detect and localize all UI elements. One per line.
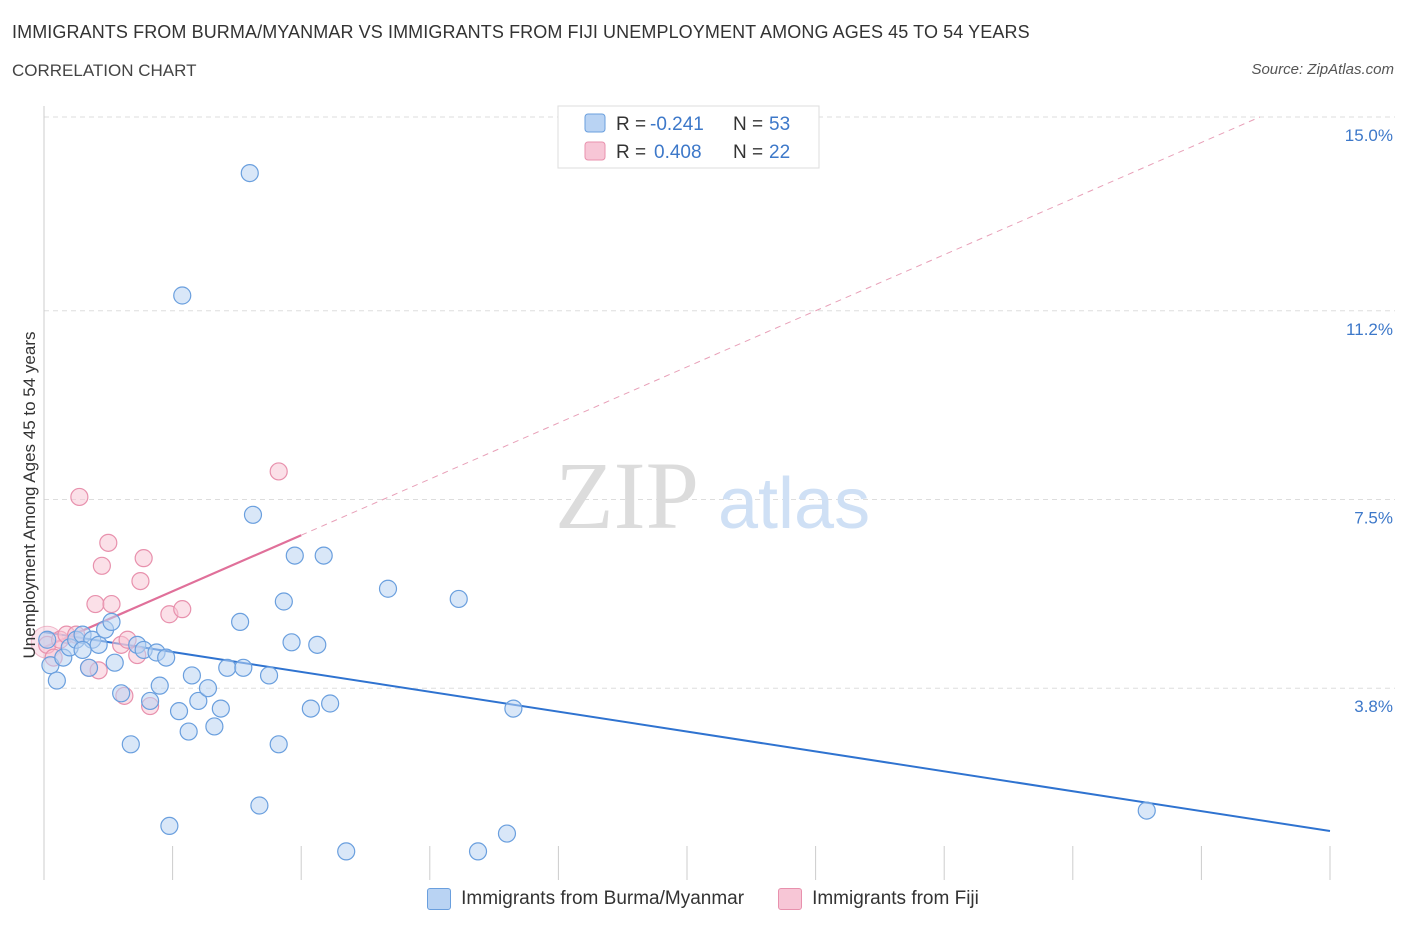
legend-swatch (778, 888, 803, 910)
data-point-burma (243, 505, 263, 524)
data-point-burma (259, 666, 279, 685)
legend-n-label-fiji: N = (733, 142, 763, 163)
data-point-fiji (86, 594, 105, 614)
data-point-burma (497, 824, 517, 843)
legend-n-value-fiji: 22 (769, 142, 790, 163)
data-point-fiji (131, 571, 150, 591)
data-point-burma (282, 633, 301, 652)
series-legend: Immigrants from Burma/Myanmar Immigrants… (0, 888, 1406, 910)
legend-n-label-burma: N = (733, 114, 763, 135)
chart-title: IMMIGRANTS FROM BURMA/MYANMAR VS IMMIGRA… (12, 22, 1030, 42)
data-point-burma (189, 691, 208, 711)
data-point-burma (121, 735, 140, 754)
data-point-burma (274, 592, 293, 611)
trendline-burma (43, 631, 1331, 832)
data-point-fiji (269, 462, 288, 481)
data-point-burma (504, 699, 523, 718)
data-point-burma (1137, 801, 1156, 820)
data-point-burma (182, 666, 201, 685)
legend-n-value-burma: 53 (769, 114, 790, 135)
data-point-fiji (99, 533, 118, 552)
tick-labels: 15.0%11.2%7.5%3.8%0.0%20.0% (1345, 126, 1393, 716)
data-point-burma (73, 640, 92, 660)
data-point-burma (102, 612, 121, 632)
data-point-burma (468, 842, 488, 861)
watermark: ZIP atlas (555, 442, 870, 549)
data-point-burma (301, 699, 320, 718)
data-point-fiji (102, 594, 121, 614)
stats-legend: R = -0.241 N = 53 R = 0.408 N = 22 (557, 105, 820, 169)
data-point-burma (218, 658, 237, 677)
data-point-burma (169, 702, 189, 721)
data-point-burma (38, 630, 57, 649)
data-point-fiji (173, 600, 192, 619)
data-point-burma (179, 722, 198, 741)
y-tick-label: 11.2% (1346, 320, 1393, 339)
legend-r-value-burma: -0.241 (650, 114, 704, 135)
data-point-burma (211, 699, 230, 718)
watermark-zip: ZIP (555, 442, 699, 549)
gridlines (44, 116, 1395, 689)
data-point-burma (449, 589, 468, 609)
data-point-burma (314, 546, 333, 565)
watermark-atlas: atlas (718, 464, 870, 544)
data-point-burma (250, 796, 269, 815)
data-point-burma (205, 717, 224, 736)
legend-label-fiji: Immigrants from Fiji (812, 888, 979, 909)
data-point-burma (378, 579, 398, 598)
y-axis-label: Unemployment Among Ages 45 to 54 years (20, 332, 39, 659)
data-point-burma (285, 546, 304, 565)
data-point-fiji (134, 549, 153, 568)
y-tick-label: 3.8% (1354, 697, 1393, 716)
data-point-burma (140, 691, 160, 711)
legend-r-label-burma: R = (616, 114, 646, 135)
legend-label-burma: Immigrants from Burma/Myanmar (461, 888, 745, 909)
data-point-burma (269, 735, 288, 754)
data-point-burma (79, 658, 99, 677)
data-point-burma (105, 653, 124, 672)
data-point-burma (47, 671, 66, 690)
chart-subtitle: CORRELATION CHART (12, 61, 197, 80)
legend-r-label-fiji: R = (616, 142, 646, 163)
legend-swatch-fiji (584, 141, 606, 161)
data-point-burma (112, 684, 131, 703)
data-point-burma (234, 658, 253, 677)
data-point-fiji (92, 556, 111, 575)
data-point-burma (160, 816, 179, 836)
trendline-fiji-extension (301, 116, 1261, 536)
data-point-burma (240, 164, 259, 183)
data-points (30, 164, 1156, 861)
data-point-burma (173, 286, 192, 305)
data-point-burma (157, 648, 176, 667)
data-point-burma (321, 694, 340, 713)
legend-swatch-burma (584, 113, 606, 133)
data-point-burma (198, 679, 218, 698)
legend-r-value-fiji: 0.408 (654, 142, 702, 163)
data-point-burma (337, 842, 356, 861)
y-tick-label: 7.5% (1354, 509, 1393, 528)
source-credit: Source: ZipAtlas.com (1251, 61, 1394, 78)
legend-swatch (427, 888, 452, 910)
data-point-burma (150, 676, 169, 695)
scatter-chart: ZIP atlas 15.0%11.2%7.5%3.8%0.0%20.0% Un… (20, 105, 1395, 880)
data-point-burma (231, 612, 250, 632)
data-point-burma (308, 635, 327, 654)
data-point-fiji (70, 487, 89, 507)
y-tick-label: 15.0% (1345, 126, 1393, 145)
data-point-burma (89, 635, 108, 654)
legend-item-fiji: Immigrants from Fiji (778, 888, 979, 910)
axes (43, 106, 1331, 880)
legend-item-burma: Immigrants from Burma/Myanmar (427, 888, 744, 910)
